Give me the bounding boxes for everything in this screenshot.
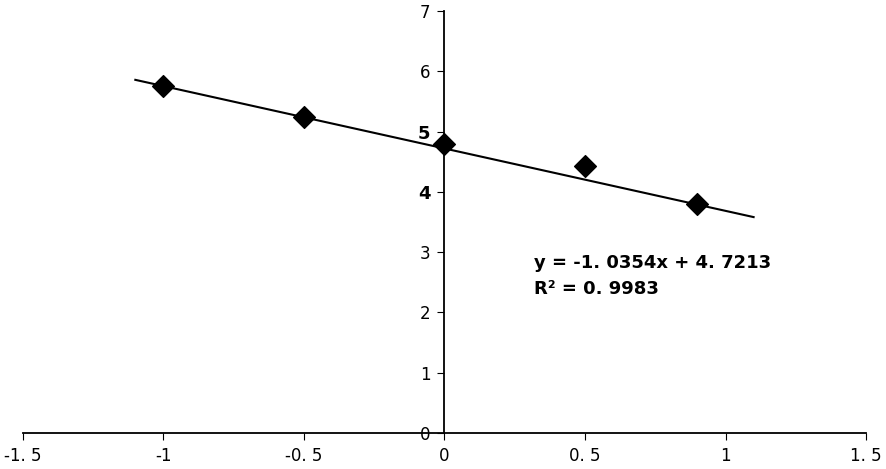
Point xyxy=(297,113,311,121)
Point xyxy=(578,162,592,169)
Point xyxy=(438,140,452,147)
Point xyxy=(156,83,170,90)
Text: y = -1. 0354x + 4. 7213
R² = 0. 9983: y = -1. 0354x + 4. 7213 R² = 0. 9983 xyxy=(534,254,772,298)
Point xyxy=(690,201,704,208)
